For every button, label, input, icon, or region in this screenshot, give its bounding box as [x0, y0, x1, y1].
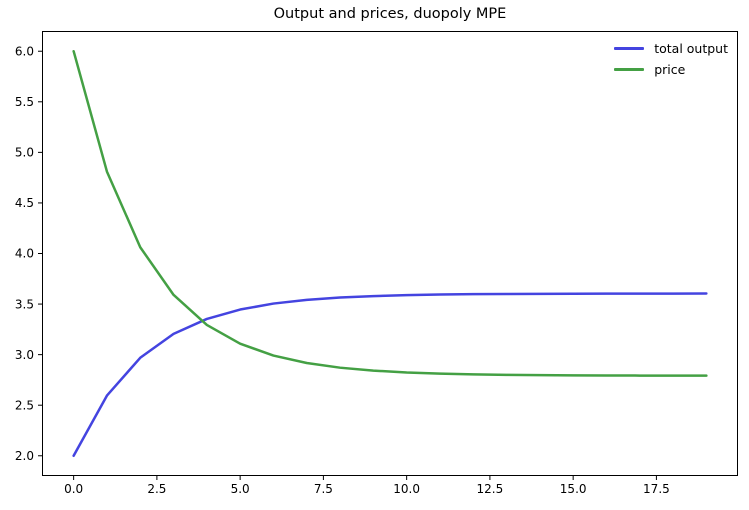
legend-item-total-output: total output — [614, 38, 728, 59]
plot-area: 0.0 2.5 5.0 7.5 10.0 12.5 15.0 17.5 2.0 2.5 3.0 3.5… — [15, 31, 738, 496]
legend-swatch-total-output — [614, 47, 645, 50]
y-tick-label: 5.5 — [15, 95, 34, 109]
y-tick-label: 3.5 — [15, 297, 34, 311]
x-tick-label: 12.5 — [477, 482, 504, 496]
y-tick-label: 2.5 — [15, 398, 34, 412]
x-tick-label: 7.5 — [314, 482, 333, 496]
y-tick-label: 3.0 — [15, 348, 34, 362]
x-tick-label: 17.5 — [643, 482, 670, 496]
legend-label-price: price — [654, 62, 686, 77]
x-tick-label: 5.0 — [231, 482, 250, 496]
y-tick-label: 5.0 — [15, 146, 34, 160]
legend-label-total-output: total output — [654, 41, 728, 56]
series-line-price — [72, 49, 708, 377]
legend: total output price — [614, 38, 728, 80]
legend-swatch-price — [614, 68, 645, 71]
y-tick-label: 2.0 — [15, 449, 34, 463]
x-tick-label: 10.0 — [393, 482, 420, 496]
legend-item-price: price — [614, 59, 728, 80]
series-line-total-output — [72, 292, 708, 458]
x-tick-label: 2.5 — [147, 482, 166, 496]
axes-spines — [42, 31, 738, 476]
y-tick-label: 6.0 — [15, 44, 34, 58]
chart-title: Output and prices, duopoly MPE — [273, 6, 507, 22]
y-tick-label: 4.5 — [15, 196, 34, 210]
x-tick-label: 15.0 — [560, 482, 587, 496]
x-tick-label: 0.0 — [64, 482, 83, 496]
y-tick-label: 4.0 — [15, 247, 34, 261]
